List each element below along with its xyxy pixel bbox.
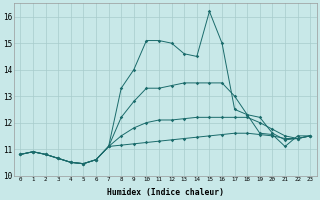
X-axis label: Humidex (Indice chaleur): Humidex (Indice chaleur) — [107, 188, 224, 197]
